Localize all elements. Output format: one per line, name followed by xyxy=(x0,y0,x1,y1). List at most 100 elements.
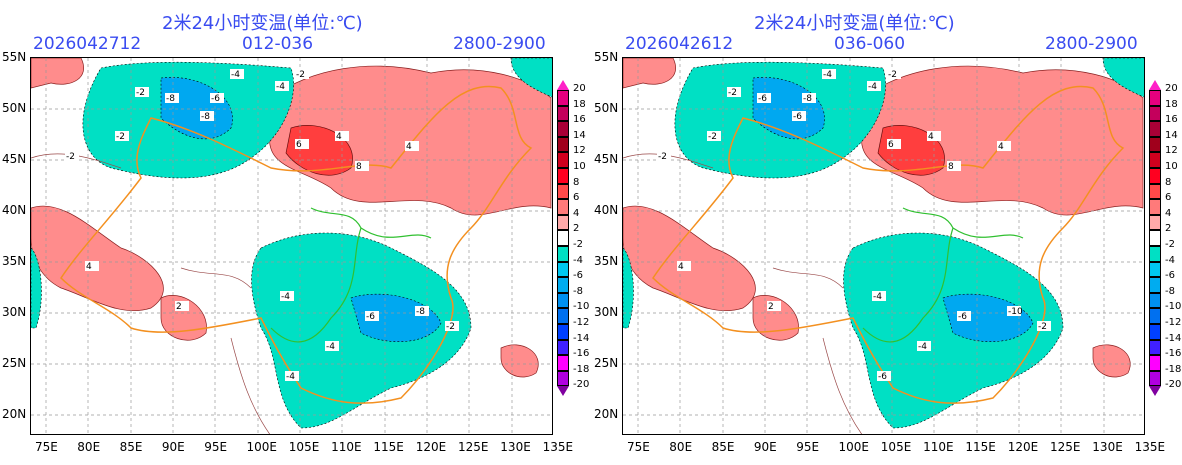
lon-tick: 95E xyxy=(204,440,228,454)
warming-area xyxy=(623,205,756,312)
init-time: 2026042712 xyxy=(33,34,142,54)
colorbar-swatch xyxy=(1149,214,1161,231)
colorbar-swatch xyxy=(557,339,569,356)
contour-label: -2 xyxy=(888,70,897,80)
colorbar-label: -18 xyxy=(573,363,590,375)
colorbar-label: 10 xyxy=(573,161,586,172)
lat-tick: 25N xyxy=(594,356,619,370)
warming-area xyxy=(31,58,84,89)
colorbar-label: -12 xyxy=(573,317,590,328)
lon-tick: 125E xyxy=(458,440,489,454)
strong-cooling-area xyxy=(160,77,233,140)
colorbar-swatch xyxy=(557,183,569,200)
lat-tick: 55N xyxy=(594,50,619,64)
lon-tick: 130E xyxy=(1092,440,1123,454)
colorbar: 20 18 16 14 12 10 8 6 4 2 -2 -4 -6 -8 -10 -12 -14 -16 -18 -… xyxy=(1149,80,1181,397)
colorbar-label: -2 xyxy=(573,239,583,250)
colorbar-label: 20 xyxy=(1165,83,1178,94)
contour-label: -4 xyxy=(286,372,295,382)
contour-label: 4 xyxy=(406,142,412,152)
lat-tick: 30N xyxy=(2,305,27,319)
colorbar-label: 20 xyxy=(573,83,586,94)
contour-label: -2 xyxy=(116,132,125,142)
contour-label: -4 xyxy=(873,292,882,302)
colorbar-label: 14 xyxy=(573,129,586,141)
warming-areas xyxy=(623,58,1144,378)
lon-tick: 100E xyxy=(246,440,278,454)
contour-label: -6 xyxy=(958,312,967,322)
contour-label: -8 xyxy=(803,94,812,104)
colorbar-swatch xyxy=(1149,230,1161,246)
warming-area xyxy=(500,344,539,378)
level-range: 2800-2900 xyxy=(453,34,546,54)
map-title: 2米24小时变温(单位:℃) xyxy=(754,13,955,34)
contour-label: -4 xyxy=(281,292,290,302)
lon-tick: 135E xyxy=(542,440,574,454)
contour-label: -8 xyxy=(416,307,425,317)
colorbar-swatch xyxy=(557,277,569,293)
colorbar-swatch xyxy=(557,323,569,340)
lat-tick: 40N xyxy=(594,203,619,217)
colorbar-swatch xyxy=(1149,277,1161,293)
init-time: 2026042612 xyxy=(625,34,734,54)
lon-tick: 95E xyxy=(796,440,820,454)
lon-tick: 120E xyxy=(415,440,447,454)
colorbar-top-arrow xyxy=(557,80,569,90)
colorbar-label: 8 xyxy=(573,176,580,188)
colorbar-swatch xyxy=(557,105,569,122)
contour-label: 8 xyxy=(948,162,954,172)
colorbar-label: -10 xyxy=(573,301,590,313)
lon-tick: 75E xyxy=(35,440,58,454)
colorbar-label: 16 xyxy=(1165,114,1178,126)
lat-tick: 20N xyxy=(2,407,27,421)
lat-tick: 45N xyxy=(594,152,619,166)
colorbar-label: 6 xyxy=(1165,192,1172,204)
colorbar-label: -20 xyxy=(573,379,590,391)
colorbar-swatch xyxy=(1149,261,1161,278)
lat-tick: 45N xyxy=(2,152,27,166)
colorbar-swatch xyxy=(1149,136,1161,153)
contour-label: 4 xyxy=(336,132,342,142)
colorbar-label: 12 xyxy=(573,145,586,157)
contour-label: -6 xyxy=(211,94,220,104)
colorbar-swatch xyxy=(1149,183,1161,200)
colorbar-label: -16 xyxy=(1165,348,1182,360)
contour-label: -10 xyxy=(1008,307,1023,317)
contour-label: -4 xyxy=(823,70,832,80)
lon-tick: 105E xyxy=(288,440,320,454)
colorbar-label: -16 xyxy=(573,348,590,360)
colorbar-swatch xyxy=(557,199,569,215)
contour-label: 4 xyxy=(998,142,1004,152)
contour-label: -6 xyxy=(878,372,887,382)
lon-tick: 110E xyxy=(331,440,362,454)
colorbar-swatch xyxy=(557,152,569,168)
lat-tick: 35N xyxy=(594,254,619,268)
colorbar-label: 18 xyxy=(1165,98,1178,110)
colorbar-label: -20 xyxy=(1165,379,1182,391)
contour-label: 4 xyxy=(678,262,684,272)
lat-tick: 50N xyxy=(2,101,27,115)
lon-tick: 130E xyxy=(500,440,531,454)
colorbar-label: -8 xyxy=(573,285,583,297)
colorbar-label: 14 xyxy=(1165,129,1178,141)
contour-label: -2 xyxy=(136,88,145,98)
colorbar-swatch xyxy=(1149,245,1161,262)
lon-tick: 135E xyxy=(1134,440,1166,454)
lon-tick: 115E xyxy=(965,440,996,454)
lon-tick: 115E xyxy=(373,440,404,454)
province-lines xyxy=(862,207,1024,343)
colorbar-swatch xyxy=(557,121,569,137)
cooling-area xyxy=(31,247,42,329)
colorbar-swatch xyxy=(1149,199,1161,215)
colorbar-swatch xyxy=(1149,121,1161,137)
contour-label: -6 xyxy=(793,112,802,122)
lon-tick: 110E xyxy=(923,440,954,454)
lon-tick: 120E xyxy=(1007,440,1039,454)
strong-cooling-area xyxy=(752,77,825,140)
lat-tick: 30N xyxy=(594,305,619,319)
contour-label: -2 xyxy=(66,152,75,162)
colorbar-label: -10 xyxy=(1165,301,1182,313)
colorbar: 20 18 16 14 12 10 8 6 4 2 -2 -4 -6 -8 -10 -12 -14 -16 -18 -… xyxy=(557,80,589,397)
